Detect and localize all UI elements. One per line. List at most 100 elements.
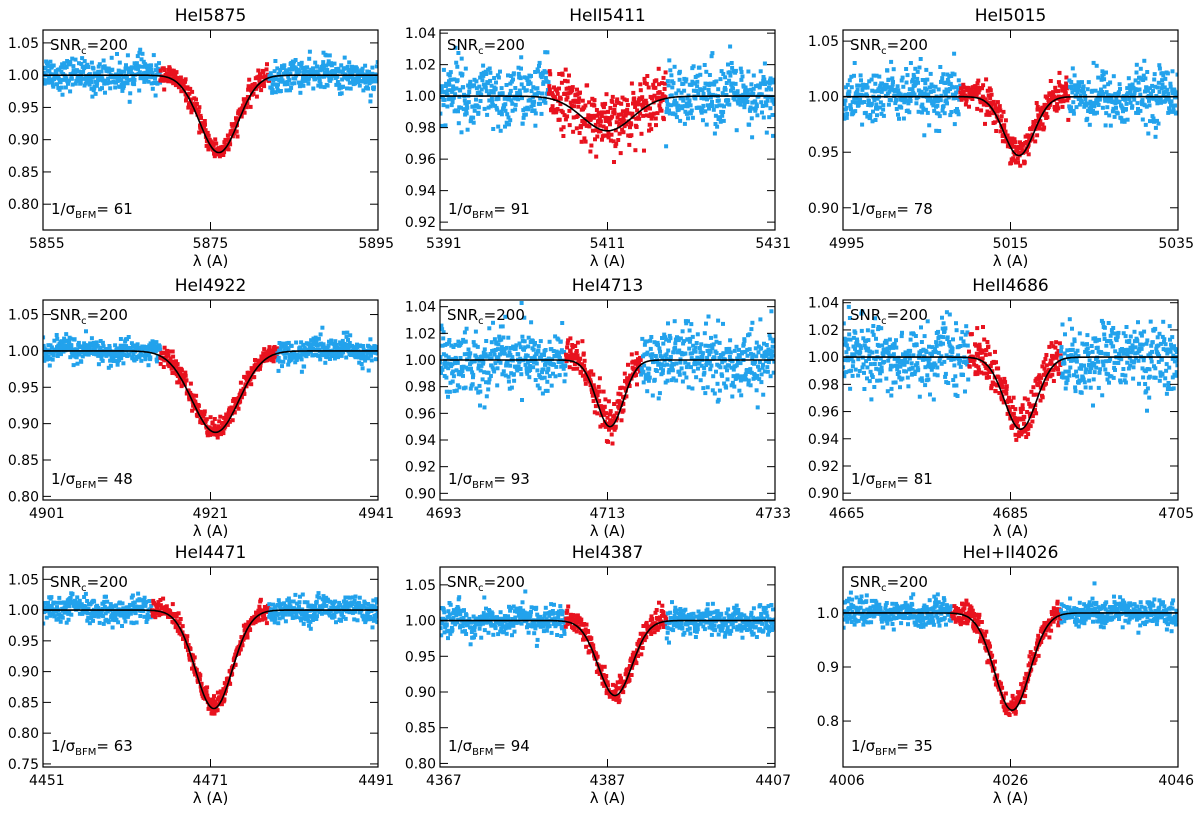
data-point bbox=[938, 98, 943, 103]
data-point bbox=[479, 363, 484, 368]
fit-point bbox=[1002, 123, 1007, 128]
data-point bbox=[1161, 93, 1166, 98]
data-point bbox=[532, 354, 537, 359]
data-point bbox=[488, 78, 493, 83]
data-point bbox=[742, 338, 747, 343]
data-point bbox=[333, 70, 338, 75]
data-point bbox=[360, 355, 364, 360]
data-point bbox=[459, 130, 464, 135]
fit-point bbox=[587, 100, 592, 105]
data-point bbox=[476, 366, 481, 371]
data-point bbox=[907, 92, 911, 97]
data-point bbox=[761, 115, 766, 120]
data-point bbox=[478, 75, 483, 80]
fit-point bbox=[183, 79, 187, 84]
fit-point bbox=[198, 113, 203, 118]
data-point bbox=[444, 81, 449, 86]
data-point bbox=[868, 349, 873, 354]
fit-point bbox=[1062, 94, 1067, 99]
data-point bbox=[881, 113, 886, 118]
data-point bbox=[77, 69, 82, 74]
data-point bbox=[464, 326, 469, 331]
data-point bbox=[852, 61, 857, 65]
data-point bbox=[942, 329, 947, 334]
data-point bbox=[85, 62, 90, 67]
data-point bbox=[325, 346, 330, 351]
data-point bbox=[500, 372, 505, 377]
data-point bbox=[89, 80, 94, 84]
data-point bbox=[79, 62, 84, 66]
data-point bbox=[454, 368, 459, 373]
fit-point bbox=[642, 76, 647, 81]
data-point bbox=[363, 63, 368, 68]
data-point bbox=[57, 87, 62, 92]
data-point bbox=[104, 347, 109, 351]
fit-point bbox=[570, 343, 575, 347]
data-point bbox=[106, 66, 111, 71]
data-point bbox=[1148, 86, 1153, 91]
data-point bbox=[560, 321, 565, 325]
data-point bbox=[451, 84, 456, 89]
fit-point bbox=[627, 111, 632, 116]
fit-point bbox=[192, 406, 197, 411]
data-point bbox=[121, 84, 126, 88]
data-point bbox=[1175, 72, 1178, 77]
data-point bbox=[486, 105, 491, 110]
data-point bbox=[276, 368, 281, 373]
fit-point bbox=[1040, 122, 1045, 127]
data-point bbox=[1132, 91, 1137, 96]
fit-point bbox=[655, 111, 660, 116]
fit-point bbox=[621, 401, 626, 406]
fit-point bbox=[262, 347, 267, 352]
data-point bbox=[918, 57, 923, 61]
data-point bbox=[666, 83, 671, 88]
data-point bbox=[315, 69, 320, 74]
data-point bbox=[441, 336, 446, 341]
data-point bbox=[504, 120, 509, 125]
data-point bbox=[844, 350, 849, 355]
data-point bbox=[1169, 99, 1174, 104]
data-point bbox=[872, 362, 877, 366]
data-point bbox=[702, 370, 707, 375]
fit-point bbox=[555, 107, 560, 111]
data-point bbox=[1130, 82, 1135, 87]
data-point bbox=[697, 346, 702, 350]
fit-point bbox=[183, 92, 188, 97]
data-point bbox=[892, 93, 897, 98]
data-point bbox=[547, 374, 552, 379]
data-point bbox=[484, 339, 489, 343]
data-point bbox=[521, 115, 526, 120]
data-point bbox=[441, 67, 446, 72]
data-point bbox=[674, 361, 679, 366]
fit-point bbox=[1059, 94, 1064, 99]
data-point bbox=[512, 378, 517, 383]
data-point bbox=[915, 361, 920, 366]
data-point bbox=[671, 376, 676, 381]
data-point bbox=[535, 86, 540, 91]
data-point bbox=[341, 330, 346, 335]
data-point bbox=[531, 365, 536, 370]
data-point bbox=[518, 345, 523, 350]
fit-point bbox=[226, 147, 231, 152]
fit-point bbox=[208, 415, 213, 420]
data-point bbox=[702, 63, 707, 67]
data-point bbox=[847, 89, 852, 94]
data-point bbox=[496, 355, 501, 360]
data-point bbox=[1141, 73, 1146, 78]
x-tick-label: 4713 bbox=[590, 506, 626, 522]
fit-point bbox=[158, 68, 163, 73]
fit-point bbox=[1009, 161, 1013, 166]
fit-point bbox=[594, 108, 599, 112]
data-point bbox=[648, 346, 653, 351]
data-point bbox=[898, 385, 902, 390]
data-point bbox=[472, 83, 477, 88]
data-point bbox=[920, 110, 925, 115]
data-point bbox=[1151, 96, 1156, 101]
data-point bbox=[338, 69, 343, 74]
fit-point bbox=[238, 391, 243, 396]
data-point bbox=[949, 357, 954, 362]
fit-point bbox=[974, 88, 978, 93]
data-point bbox=[72, 337, 77, 342]
fit-point bbox=[206, 133, 211, 138]
data-point bbox=[459, 341, 464, 345]
